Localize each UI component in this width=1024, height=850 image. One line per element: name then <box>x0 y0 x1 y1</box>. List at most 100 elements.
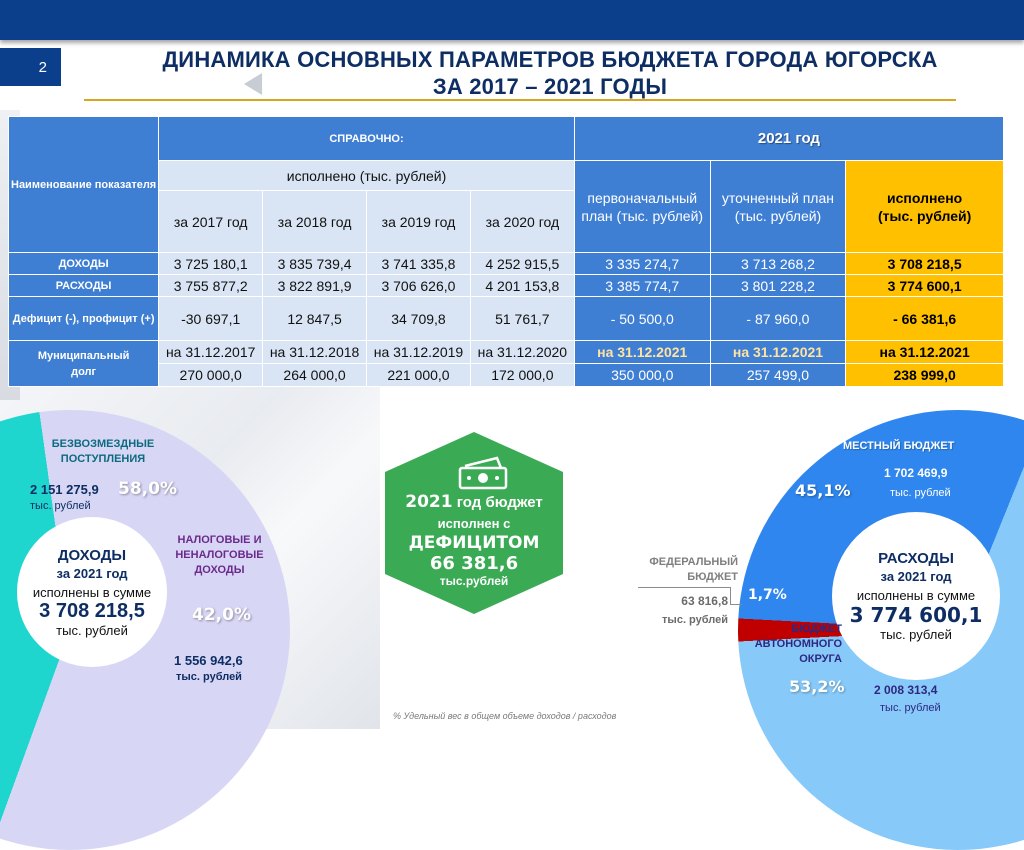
row-label: Дефицит (-), профицит (+) <box>7 296 160 341</box>
cell: 3 755 877,2 <box>158 274 264 297</box>
deficit-badge <box>385 432 563 614</box>
cell: на 31.12.2020 <box>469 340 575 364</box>
cell: 221 000,0 <box>366 363 471 387</box>
cell: 3 713 268,2 <box>709 252 847 275</box>
deficit-line3: ДЕФИЦИТОМ <box>408 533 540 553</box>
segment-label-local: МЕСТНЫЙ БЮДЖЕТ <box>843 440 955 452</box>
cell: на 31.12.2021 <box>709 340 847 364</box>
header-year-2021: 2021 год <box>573 116 1005 161</box>
header-plan-updated: уточненный план (тыс. рублей) <box>709 160 847 253</box>
cell: на 31.12.2021 <box>845 340 1004 364</box>
income-unit: тыс. рублей <box>56 622 128 638</box>
row-label: Муниципальный долг <box>7 340 160 387</box>
leader-line <box>730 587 731 604</box>
cell: 4 201 153,8 <box>469 274 575 297</box>
segment-label-okrug: БЮДЖЕТ АВТОНОМНОГО ОКРУГА <box>754 623 842 665</box>
table-row-income: ДОХОДЫ 3 725 180,1 3 835 739,4 3 741 335… <box>7 252 1004 275</box>
cell: 34 709,8 <box>366 296 471 341</box>
money-icon <box>458 456 508 490</box>
expense-donut-center: РАСХОДЫ за 2021 год исполнены в сумме 3 … <box>832 512 1000 680</box>
segment-percent-local: 45,1% <box>795 481 851 500</box>
title-line-2: ЗА 2017 – 2021 ГОДЫ <box>432 74 668 99</box>
segment-value-tax: 1 556 942,6 <box>174 653 243 668</box>
segment-value-okrug: 2 008 313,4 <box>874 683 938 697</box>
expense-year: за 2021 год <box>880 569 952 584</box>
income-text: исполнены в сумме <box>32 584 152 600</box>
budget-table: Наименование показателя СПРАВОЧНО: 2021 … <box>7 116 1005 387</box>
deficit-line2: исполнен с <box>437 516 511 531</box>
cell: 270 000,0 <box>158 363 264 387</box>
table-row-debt-dates: Муниципальный долг на 31.12.2017 на 31.1… <box>7 340 1004 387</box>
cell: 3 801 228,2 <box>709 274 847 297</box>
top-banner <box>0 0 1024 40</box>
table-row-deficit: Дефицит (-), профицит (+) -30 697,1 12 8… <box>7 296 1004 341</box>
back-arrow-icon[interactable] <box>244 73 262 95</box>
leader-line <box>730 604 742 605</box>
deficit-year: 2021 <box>405 492 453 512</box>
segment-unit-okrug: тыс. рублей <box>880 702 941 714</box>
row-label: РАСХОДЫ <box>7 274 160 297</box>
segment-unit-grants: тыс. рублей <box>30 500 91 512</box>
cell: 3 385 774,7 <box>573 274 711 297</box>
header-indicator: Наименование показателя <box>7 116 160 253</box>
deficit-value: 66 381,6 <box>429 553 519 574</box>
title-underline <box>84 99 956 101</box>
deficit-badge-text: 2021 год бюджет исполнен с ДЕФИЦИТОМ 66 … <box>385 492 563 588</box>
segment-label-tax: НАЛОГОВЫЕ И НЕНАЛОГОВЫЕ ДОХОДЫ <box>175 534 264 576</box>
header-executed-2021: исполнено (тыс. рублей) <box>845 160 1004 253</box>
cell: 3 725 180,1 <box>158 252 264 275</box>
segment-value-grants: 2 151 275,9 <box>30 482 99 497</box>
segment-percent-tax: 42,0% <box>192 605 251 625</box>
cell: 3 774 600,1 <box>845 274 1004 297</box>
cell: 3 822 891,9 <box>262 274 368 297</box>
segment-label-grants: БЕЗВОЗМЕЗДНЫЕ ПОСТУПЛЕНИЯ <box>51 438 155 465</box>
cell: на 31.12.2017 <box>158 340 264 364</box>
segment-label-federal: ФЕДЕРАЛЬНЫЙ БЮДЖЕТ <box>649 556 738 583</box>
deficit-unit: тыс.рублей <box>439 574 509 588</box>
cell: - 50 500,0 <box>573 296 711 341</box>
cell: на 31.12.2021 <box>573 340 711 364</box>
segment-percent-federal: 1,7% <box>748 587 787 603</box>
cell: 4 252 915,5 <box>469 252 575 275</box>
header-plan-initial: первоначальный план (тыс. рублей) <box>573 160 711 253</box>
cell: 3 708 218,5 <box>845 252 1004 275</box>
income-year: за 2021 год <box>56 565 128 581</box>
leader-line <box>638 587 731 588</box>
segment-unit-local: тыс. рублей <box>890 487 951 499</box>
header-year-2019: за 2019 год <box>366 190 471 253</box>
segment-percent-grants: 58,0% <box>118 479 177 499</box>
segment-value-federal: 63 816,8 <box>681 594 728 608</box>
segment-percent-okrug: 53,2% <box>789 677 845 696</box>
cell: 350 000,0 <box>573 363 711 387</box>
header-year-2018: за 2018 год <box>262 190 368 253</box>
table-row-expenses: РАСХОДЫ 3 755 877,2 3 822 891,9 3 706 62… <box>7 274 1004 297</box>
header-executed-group: исполнено (тыс. рублей) <box>158 160 575 191</box>
segment-unit-tax: тыс. рублей <box>176 671 242 683</box>
income-donut-center: ДОХОДЫ за 2021 год исполнены в сумме 3 7… <box>17 517 167 667</box>
cell: 3 741 335,8 <box>366 252 471 275</box>
table-row-debt-values: 270 000,0 264 000,0 221 000,0 172 000,0 … <box>9 363 1004 387</box>
expense-unit: тыс. рублей <box>880 627 952 642</box>
segment-value-local: 1 702 469,9 <box>884 466 948 480</box>
cell: 3 706 626,0 <box>366 274 471 297</box>
deficit-line1: год бюджет <box>456 494 543 511</box>
page-title: ДИНАМИКА ОСНОВНЫХ ПАРАМЕТРОВ БЮДЖЕТА ГОР… <box>85 46 1015 100</box>
cell: на 31.12.2019 <box>366 340 471 364</box>
cell: 12 847,5 <box>262 296 368 341</box>
cell: - 87 960,0 <box>709 296 847 341</box>
expense-total: 3 774 600,1 <box>849 603 983 627</box>
cell: 51 761,7 <box>469 296 575 341</box>
segment-unit-federal: тыс. рублей <box>662 614 728 626</box>
income-total: 3 708 218,5 <box>39 599 145 622</box>
cell: на 31.12.2018 <box>262 340 368 364</box>
cell: 264 000,0 <box>262 363 368 387</box>
expense-text: исполнены в сумме <box>856 588 976 603</box>
header-reference: СПРАВОЧНО: <box>158 116 575 161</box>
header-year-2017: за 2017 год <box>158 190 264 253</box>
footnote: % Удельный вес в общем объеме доходов / … <box>393 711 617 721</box>
cell: - 66 381,6 <box>845 296 1004 341</box>
cell: 238 999,0 <box>845 363 1004 387</box>
expense-title: РАСХОДЫ <box>878 550 954 567</box>
cell: 257 499,0 <box>709 363 847 387</box>
row-label: ДОХОДЫ <box>7 252 160 275</box>
